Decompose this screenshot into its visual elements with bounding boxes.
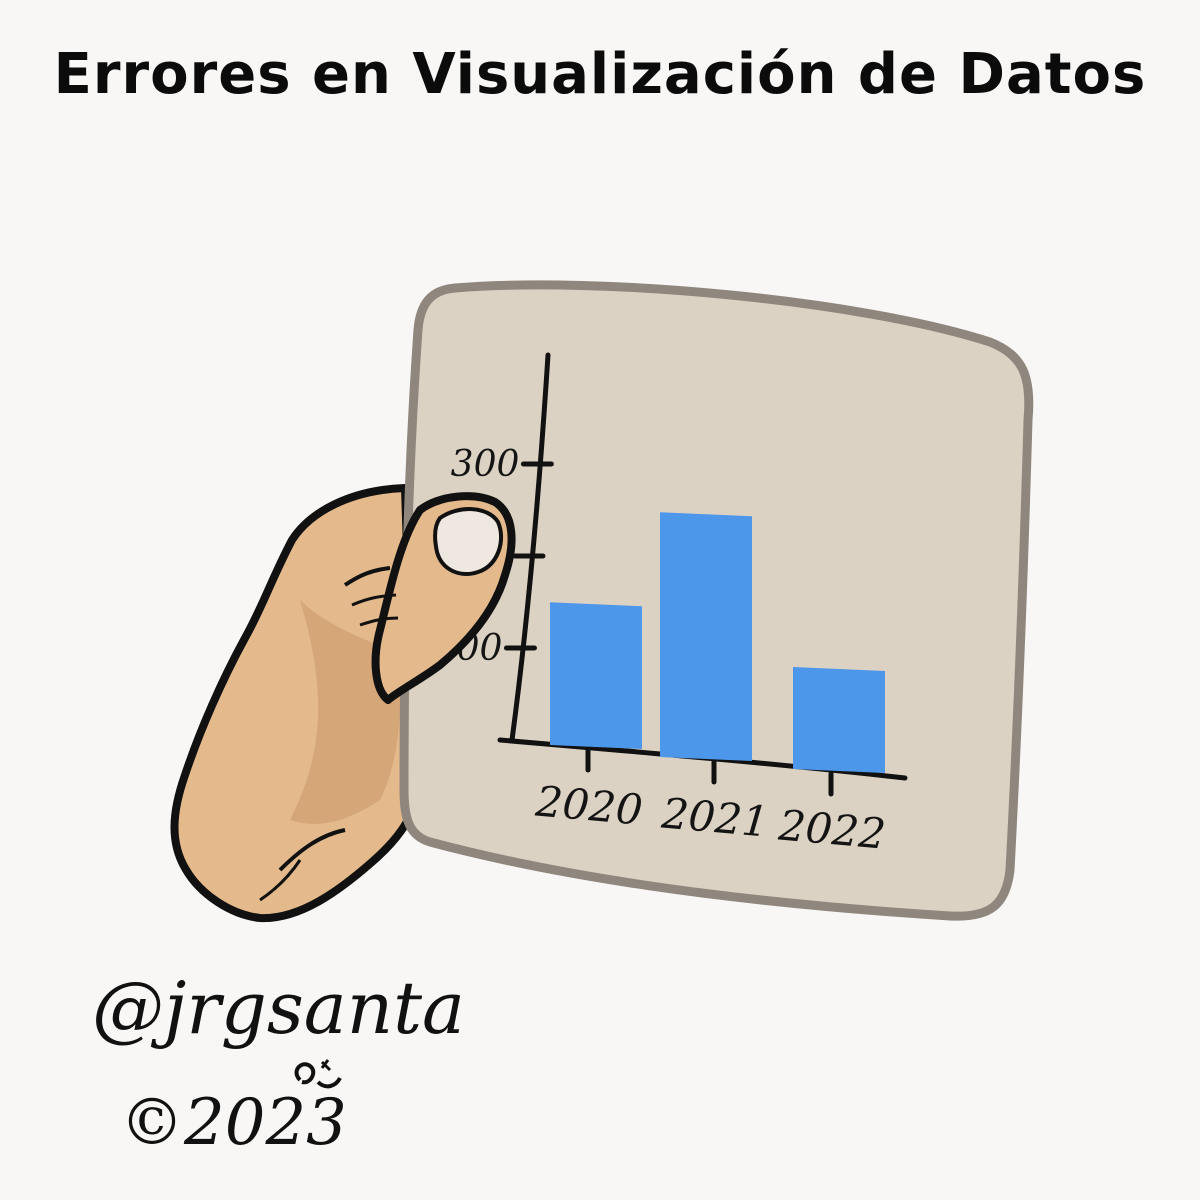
- thumb-crease: [343, 566, 391, 587]
- hand-illustration: [170, 484, 419, 923]
- x-tick-label-2022: 2022: [776, 800, 888, 858]
- bar-2021: [660, 512, 752, 761]
- author-handle: @jrgsanta: [92, 966, 465, 1050]
- y-axis-line: [509, 352, 551, 743]
- thumb-illustration: [343, 492, 516, 704]
- hand-crease: [259, 859, 302, 902]
- hand-crease: [278, 828, 346, 872]
- thumbnail: [433, 507, 504, 576]
- thumb-crease: [359, 616, 399, 627]
- x-tick-label-2021: 2021: [659, 788, 771, 846]
- thumb-crease: [351, 593, 397, 607]
- page-title: Errores en Visualización de Datos: [53, 42, 1147, 107]
- bar-2020: [550, 602, 642, 749]
- copyright-notice: ©2023: [120, 1086, 347, 1160]
- bar-2022: [793, 667, 885, 773]
- signature-mark-icon: [294, 1059, 342, 1089]
- x-tick-label-2020: 2020: [533, 776, 645, 834]
- y-tick-label: 300: [451, 444, 520, 485]
